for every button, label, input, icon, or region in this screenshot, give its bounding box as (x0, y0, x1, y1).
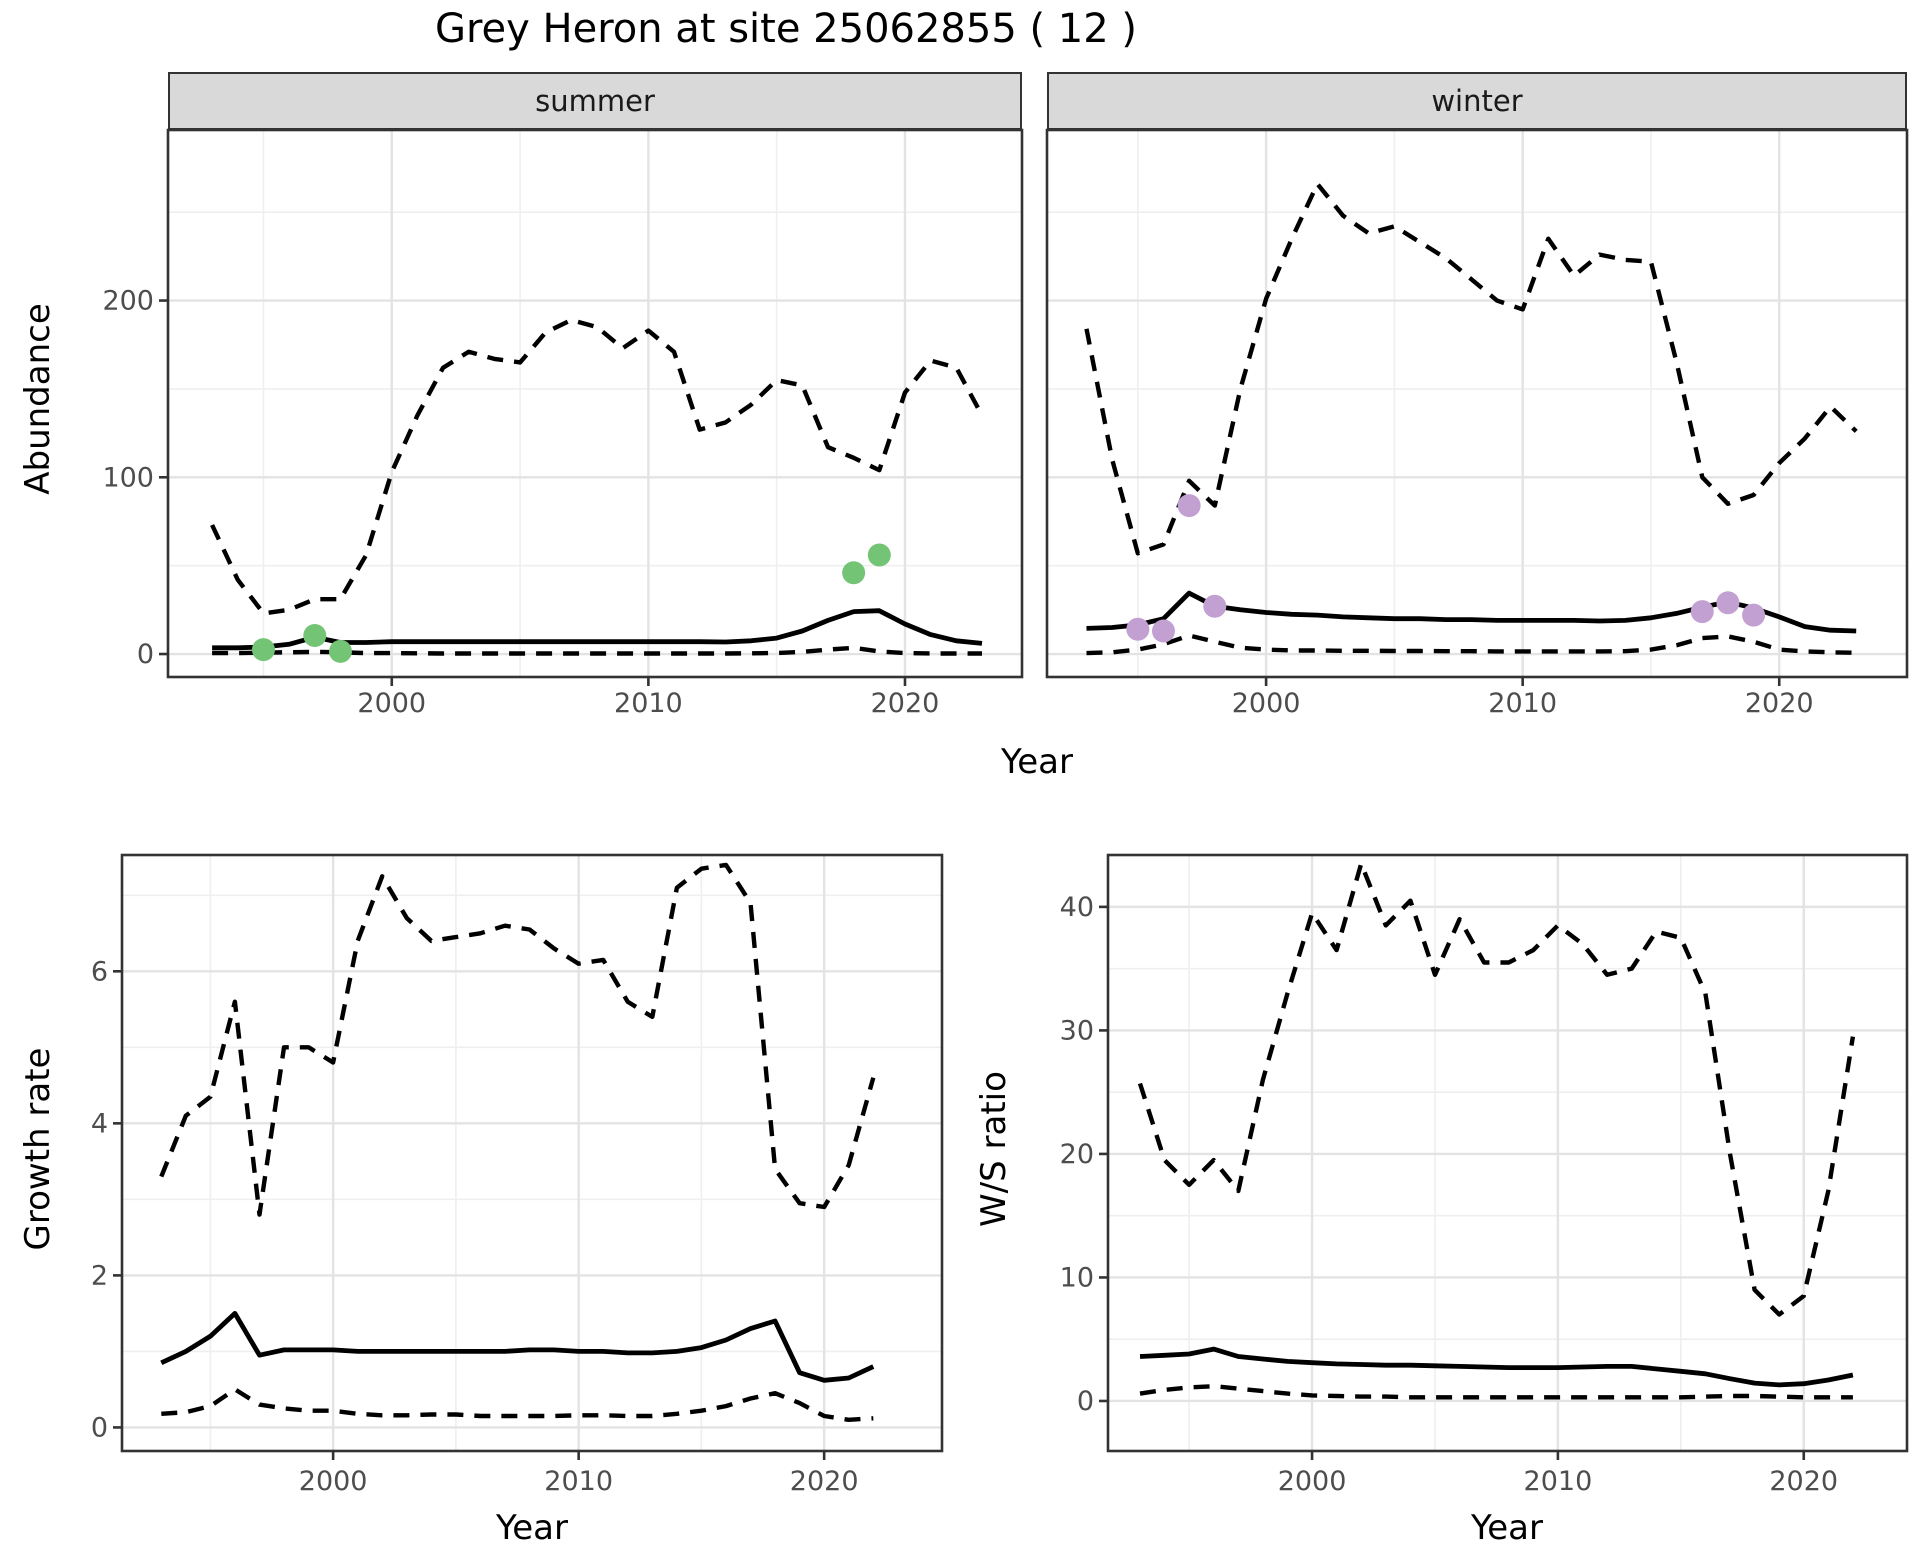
panel-background (1047, 130, 1907, 677)
observed-point (1177, 494, 1201, 518)
observed-point (867, 543, 891, 567)
series-median (160, 1311, 875, 1383)
y-tick-label: 100 (102, 462, 154, 493)
observed-point (1151, 619, 1175, 643)
observed-point (1690, 600, 1714, 624)
series-upper_95ci (210, 317, 984, 616)
panel-border (1045, 128, 1909, 679)
observed-point (1716, 591, 1740, 615)
panel-background (168, 130, 1022, 677)
y-tick-label: 10 (1060, 1262, 1094, 1293)
x-tick-label: 2010 (1488, 688, 1557, 719)
x-axis-title-year-top: Year (1001, 742, 1073, 782)
y-tick-label: 6 (91, 956, 108, 987)
panel-border (120, 853, 944, 1453)
series-lower_95ci (212, 645, 982, 656)
facet-strip-summer: summer (168, 72, 1022, 130)
x-axis-title-year-bottom-right: Year (1471, 1508, 1543, 1548)
x-tick-label: 2020 (790, 1466, 859, 1497)
observed-point (1203, 594, 1227, 618)
facet-strip-winter: winter (1047, 72, 1907, 130)
facet-strip-label-winter: winter (1431, 84, 1523, 118)
series-upper_95ci (1084, 181, 1858, 556)
x-tick-label: 2020 (1745, 688, 1814, 719)
y-tick-label: 4 (91, 1108, 108, 1139)
x-tick-label: 2010 (614, 688, 683, 719)
observed-point (328, 639, 352, 663)
series-upper_95ci (159, 862, 876, 1217)
panel-summer: 2000 2010 2020 0 100 200 (102, 128, 1024, 719)
y-axis-title-growth-rate: Growth rate (18, 1047, 58, 1251)
x-tick-label: 2020 (1769, 1466, 1838, 1497)
series-lower_95ci (1086, 633, 1857, 656)
x-tick-label: 2000 (357, 688, 426, 719)
series-lower_95ci (161, 1387, 874, 1423)
facet-strip-label-summer: summer (535, 84, 655, 118)
y-tick-label: 2 (91, 1260, 108, 1291)
panel-winter: 2000 2010 2020 (1045, 128, 1909, 719)
y-tick-label: 20 (1060, 1139, 1094, 1170)
panel-border (166, 128, 1024, 679)
x-tick-label: 2020 (871, 688, 940, 719)
y-tick-label: 0 (91, 1412, 108, 1443)
panel-background (122, 855, 942, 1451)
y-tick-label: 0 (1077, 1386, 1094, 1417)
x-tick-label: 2000 (299, 1466, 368, 1497)
x-axis-title-year-bottom-left: Year (496, 1508, 568, 1548)
series-upper_95ci (1137, 861, 1856, 1317)
panel-ws: 2000 2010 2020 0 10 20 30 40 (1060, 853, 1909, 1497)
observed-point (251, 638, 275, 662)
observed-point (842, 561, 866, 585)
series-median (1139, 1346, 1854, 1388)
series-lower_95ci (1139, 1383, 1853, 1400)
y-axis-title-ws-ratio: W/S ratio (974, 1071, 1014, 1227)
panel-growth: 2000 2010 2020 0 2 4 6 (91, 853, 944, 1497)
y-tick-label: 40 (1060, 892, 1094, 923)
y-tick-label: 200 (102, 286, 154, 317)
x-tick-label: 2000 (1278, 1466, 1347, 1497)
x-tick-label: 2010 (1524, 1466, 1593, 1497)
y-axis-title-abundance: Abundance (18, 303, 58, 495)
chart-title: Grey Heron at site 25062855 ( 12 ) (434, 6, 1138, 52)
observed-point (1126, 617, 1150, 641)
x-tick-label: 2000 (1232, 688, 1301, 719)
observed-point (1742, 603, 1766, 627)
observed-point (303, 623, 327, 647)
x-tick-label: 2010 (544, 1466, 613, 1497)
y-tick-label: 0 (137, 639, 154, 670)
y-tick-label: 30 (1060, 1015, 1094, 1046)
